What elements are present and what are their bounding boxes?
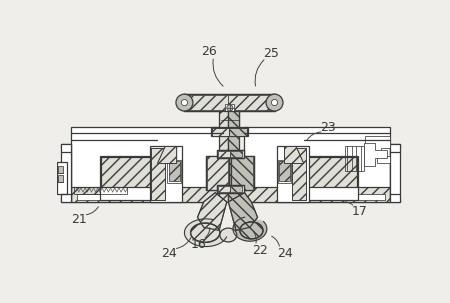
Bar <box>207 156 228 190</box>
Bar <box>206 156 229 190</box>
Bar <box>390 144 400 202</box>
Bar <box>279 161 290 181</box>
Bar <box>277 146 309 202</box>
Bar <box>101 157 164 187</box>
Bar <box>217 185 244 193</box>
Polygon shape <box>228 193 257 230</box>
Ellipse shape <box>220 228 237 242</box>
Text: 17: 17 <box>351 205 367 218</box>
Bar <box>229 128 247 136</box>
Bar <box>71 127 223 202</box>
Bar <box>231 156 254 190</box>
Polygon shape <box>228 111 239 202</box>
Bar <box>230 151 242 157</box>
Bar <box>74 187 127 194</box>
Bar <box>304 157 357 187</box>
Bar <box>302 156 359 200</box>
Bar <box>151 148 165 200</box>
Bar <box>58 175 63 182</box>
Bar <box>184 94 274 111</box>
Bar <box>244 187 390 202</box>
Ellipse shape <box>191 223 220 242</box>
Bar <box>169 161 180 181</box>
Text: 25: 25 <box>263 47 279 60</box>
Bar <box>212 127 248 136</box>
Bar <box>230 186 242 192</box>
Text: 24: 24 <box>161 247 177 260</box>
Ellipse shape <box>181 99 188 106</box>
Ellipse shape <box>227 105 233 111</box>
Bar <box>58 166 63 173</box>
Bar <box>58 162 67 194</box>
Bar <box>212 128 229 136</box>
Bar <box>278 160 292 183</box>
Bar <box>244 187 390 202</box>
Bar <box>184 94 274 111</box>
Bar <box>225 104 234 112</box>
Bar <box>217 150 244 158</box>
Bar <box>151 148 165 200</box>
Polygon shape <box>364 143 387 166</box>
Bar <box>150 146 182 202</box>
Bar <box>221 112 230 127</box>
Polygon shape <box>233 217 267 241</box>
Ellipse shape <box>176 94 193 111</box>
Bar <box>217 150 244 158</box>
Text: 26: 26 <box>201 45 217 58</box>
Polygon shape <box>365 136 390 163</box>
Polygon shape <box>284 146 304 163</box>
Bar <box>304 157 357 187</box>
Polygon shape <box>184 219 226 247</box>
Bar <box>345 146 364 171</box>
Bar <box>341 194 385 200</box>
Polygon shape <box>158 146 177 163</box>
Bar <box>217 186 230 192</box>
Bar <box>292 148 306 200</box>
Ellipse shape <box>271 99 278 106</box>
Text: 16: 16 <box>190 238 206 251</box>
Text: 23: 23 <box>320 121 336 134</box>
Bar <box>71 187 223 202</box>
Text: 24: 24 <box>277 247 292 260</box>
Bar <box>212 128 229 136</box>
Bar <box>217 185 244 193</box>
Bar <box>244 127 390 202</box>
Bar <box>220 111 239 128</box>
Bar <box>101 157 164 187</box>
Bar <box>206 156 229 190</box>
Ellipse shape <box>266 94 283 111</box>
Bar <box>76 194 123 200</box>
Polygon shape <box>219 111 228 202</box>
Bar <box>100 156 165 200</box>
Bar <box>217 151 230 157</box>
Bar <box>71 187 223 202</box>
Bar <box>231 156 254 190</box>
Polygon shape <box>61 144 71 202</box>
Bar <box>231 156 253 190</box>
Polygon shape <box>198 193 227 230</box>
Bar <box>292 148 306 200</box>
Polygon shape <box>390 144 400 202</box>
Bar <box>167 160 181 183</box>
Bar <box>229 128 247 136</box>
Bar <box>185 95 228 110</box>
Ellipse shape <box>240 222 263 239</box>
Bar <box>228 95 274 110</box>
Text: 21: 21 <box>71 213 87 226</box>
Bar <box>61 144 71 202</box>
Text: 22: 22 <box>252 244 268 257</box>
